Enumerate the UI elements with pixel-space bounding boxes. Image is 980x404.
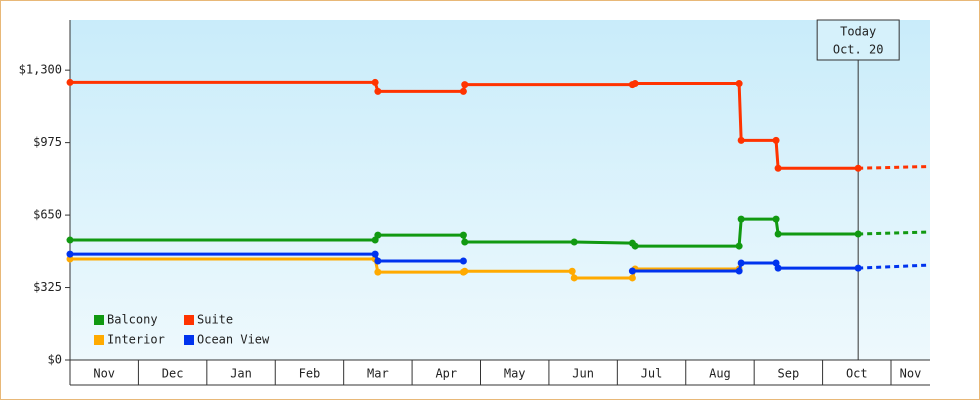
- price-point: [772, 215, 780, 223]
- x-tick-label: Dec: [162, 367, 184, 381]
- price-point: [772, 136, 780, 144]
- price-line: [70, 252, 464, 263]
- price-point: [374, 231, 382, 239]
- price-point: [461, 81, 469, 89]
- price-point: [374, 87, 382, 95]
- price-point: [735, 267, 743, 275]
- price-point: [737, 136, 745, 144]
- y-tick-label: $1,300: [19, 63, 62, 77]
- month-strip: [70, 360, 930, 385]
- today-date: Oct. 20: [833, 43, 884, 57]
- legend-swatch: [184, 315, 194, 325]
- y-tick-label: $0: [48, 353, 62, 367]
- x-tick-label: Oct: [846, 367, 868, 381]
- price-point: [461, 267, 469, 275]
- price-point: [735, 242, 743, 250]
- price-point: [774, 264, 782, 272]
- legend-swatch: [94, 335, 104, 345]
- price-point: [774, 164, 782, 172]
- price-point: [371, 78, 379, 86]
- price-point: [568, 267, 576, 275]
- forecast-line: [858, 230, 931, 236]
- price-point: [459, 257, 467, 265]
- forecast-line: [858, 263, 931, 270]
- price-point: [737, 215, 745, 223]
- legend-swatch: [94, 315, 104, 325]
- price-point: [459, 231, 467, 239]
- price-point: [374, 257, 382, 265]
- x-tick-label: Apr: [435, 367, 457, 381]
- price-point: [66, 250, 74, 258]
- x-tick-label: Nov: [900, 367, 922, 381]
- price-point: [854, 230, 862, 238]
- x-tick-label: Jul: [641, 367, 663, 381]
- today-box: [816, 19, 900, 61]
- legend-label: Suite: [197, 313, 233, 327]
- x-tick-label: Feb: [299, 367, 321, 381]
- x-tick-label: Nov: [93, 367, 115, 381]
- today-label: Today: [840, 25, 876, 39]
- price-point: [854, 164, 862, 172]
- price-point: [570, 274, 578, 282]
- plot-area: [70, 20, 930, 360]
- legend-swatch: [184, 335, 194, 345]
- price-point: [371, 250, 379, 258]
- price-point: [461, 238, 469, 246]
- x-tick-label: Jun: [572, 367, 594, 381]
- x-tick-label: May: [504, 367, 526, 381]
- x-tick-label: Jan: [230, 367, 252, 381]
- y-tick-label: $325: [33, 280, 62, 294]
- price-point: [735, 80, 743, 88]
- legend-label: Interior: [107, 333, 165, 347]
- price-point: [631, 80, 639, 88]
- y-tick-label: $975: [33, 135, 62, 149]
- price-point: [631, 242, 639, 250]
- x-tick-label: Sep: [778, 367, 800, 381]
- price-point: [628, 274, 636, 282]
- legend-label: Balcony: [107, 313, 158, 327]
- price-point: [737, 259, 745, 267]
- price-point: [628, 267, 636, 275]
- price-point: [374, 268, 382, 276]
- y-tick-label: $650: [33, 208, 62, 222]
- forecast-line: [858, 164, 931, 170]
- x-tick-label: Aug: [709, 367, 731, 381]
- legend-label: Ocean View: [197, 333, 270, 347]
- price-point: [774, 230, 782, 238]
- x-tick-label: Mar: [367, 367, 389, 381]
- price-line: [632, 261, 859, 273]
- price-point: [66, 236, 74, 244]
- price-point: [854, 264, 862, 272]
- price-point: [66, 255, 74, 263]
- price-point: [459, 87, 467, 95]
- price-point: [66, 78, 74, 86]
- price-point: [570, 238, 578, 246]
